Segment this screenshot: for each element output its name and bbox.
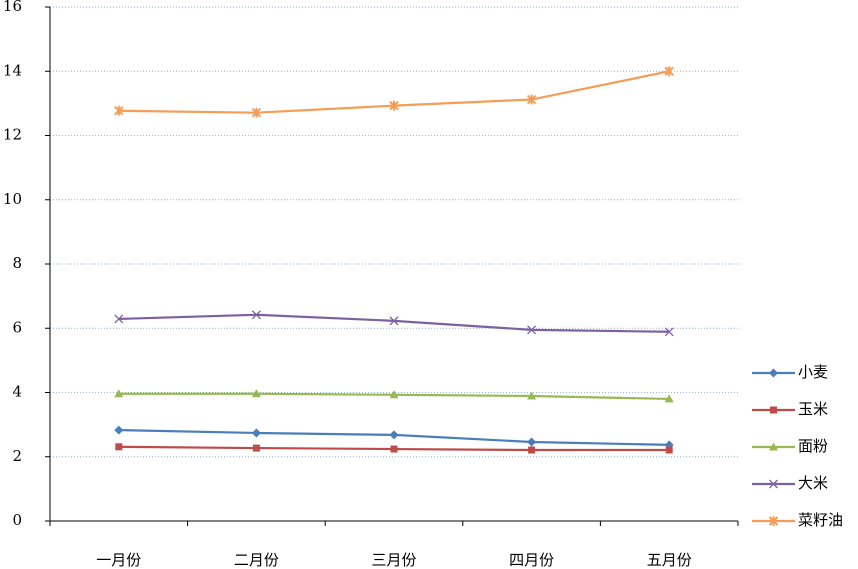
y-tick-label: 14 — [3, 61, 22, 79]
point — [114, 425, 124, 435]
point — [664, 394, 674, 403]
legend-marker — [769, 442, 778, 451]
point — [114, 389, 124, 398]
y-tick-label: 4 — [12, 383, 22, 401]
series-line — [118, 313, 670, 333]
point — [251, 389, 261, 398]
point — [526, 94, 537, 105]
point — [114, 314, 124, 324]
legend-label: 大米 — [798, 474, 828, 492]
point — [664, 66, 674, 77]
point — [665, 446, 673, 454]
legend-label: 玉米 — [798, 400, 828, 418]
legend-label: 面粉 — [798, 437, 828, 455]
point — [251, 428, 261, 438]
point — [252, 444, 260, 452]
y-tick-label: 6 — [12, 318, 22, 336]
legend-label: 菜籽油 — [798, 511, 843, 529]
y-tick-label: 2 — [12, 447, 22, 465]
point — [389, 430, 399, 440]
point — [527, 391, 537, 400]
y-tick-label: 0 — [12, 511, 22, 529]
x-tick-label: 一月份 — [96, 551, 141, 569]
legend-label: 小麦 — [798, 363, 828, 381]
point — [115, 443, 123, 451]
y-tick-label: 10 — [3, 190, 22, 208]
point — [527, 325, 537, 335]
point — [527, 437, 537, 447]
point — [528, 446, 536, 454]
x-tick-label: 三月份 — [371, 551, 416, 569]
point — [251, 107, 262, 118]
point — [389, 390, 399, 399]
legend-marker — [770, 406, 777, 414]
x-tick-label: 二月份 — [234, 551, 279, 569]
y-tick-label: 12 — [3, 126, 22, 144]
point — [389, 316, 399, 326]
point — [389, 100, 399, 111]
x-tick-label: 四月份 — [509, 551, 554, 569]
y-tick-label: 16 — [3, 0, 22, 15]
y-tick-label: 8 — [12, 254, 22, 272]
legend-marker — [768, 516, 779, 526]
point — [390, 445, 398, 453]
point — [251, 310, 261, 320]
legend-marker — [769, 479, 778, 489]
legend-marker — [769, 368, 778, 378]
x-tick-label: 五月份 — [647, 551, 692, 569]
point — [114, 105, 124, 116]
point — [664, 327, 674, 337]
